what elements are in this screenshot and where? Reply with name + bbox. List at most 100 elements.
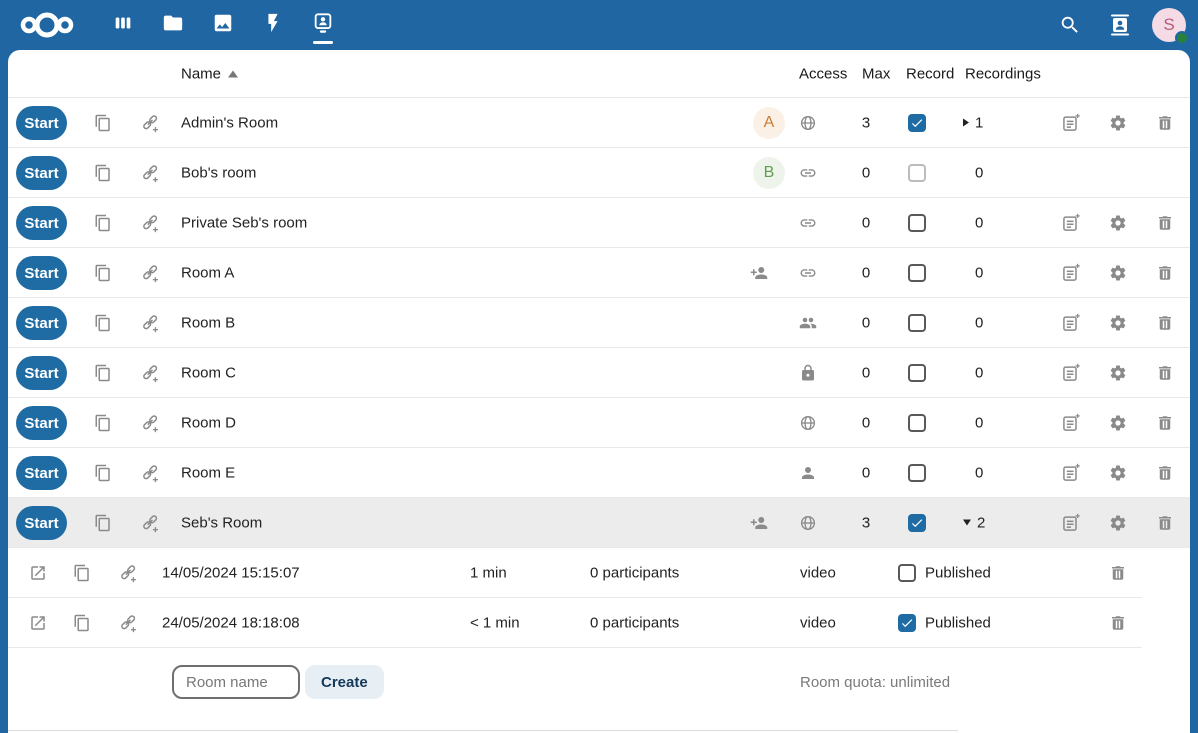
- published-checkbox[interactable]: [898, 563, 916, 582]
- record-checkbox[interactable]: [908, 313, 926, 332]
- room-name[interactable]: Room E: [181, 464, 236, 481]
- copy-icon[interactable]: [94, 364, 112, 382]
- record-checkbox[interactable]: [908, 413, 926, 432]
- record-checkbox[interactable]: [908, 363, 926, 382]
- edit-document-icon[interactable]: [1061, 213, 1081, 233]
- room-name[interactable]: Room A: [181, 264, 235, 281]
- copy-icon[interactable]: [94, 164, 112, 182]
- edit-document-icon[interactable]: [1061, 413, 1081, 433]
- delete-trash-icon[interactable]: [1156, 514, 1174, 532]
- nextcloud-logo[interactable]: [18, 4, 76, 46]
- edit-document-icon[interactable]: [1061, 363, 1081, 383]
- copy-icon[interactable]: [94, 214, 112, 232]
- room-name[interactable]: Room C: [181, 364, 237, 381]
- start-room-button[interactable]: Start: [16, 256, 67, 290]
- start-room-button[interactable]: Start: [16, 406, 67, 440]
- create-room-button[interactable]: Create: [305, 665, 384, 699]
- add-link-icon[interactable]: [118, 613, 138, 633]
- delete-trash-icon[interactable]: [1156, 414, 1174, 432]
- add-link-icon[interactable]: [118, 563, 138, 583]
- copy-icon[interactable]: [94, 314, 112, 332]
- delete-trash-icon[interactable]: [1156, 314, 1174, 332]
- start-room-button[interactable]: Start: [16, 456, 67, 490]
- edit-document-icon[interactable]: [1061, 113, 1081, 133]
- search-icon[interactable]: [1052, 7, 1088, 43]
- max-participants-value: 0: [861, 414, 871, 431]
- room-name-input[interactable]: [172, 665, 300, 699]
- settings-gear-icon[interactable]: [1109, 264, 1127, 282]
- room-name[interactable]: Room B: [181, 314, 236, 331]
- room-name[interactable]: Admin's Room: [181, 114, 279, 131]
- add-link-icon[interactable]: [140, 313, 160, 333]
- room-name[interactable]: Seb's Room: [181, 514, 263, 531]
- start-room-button[interactable]: Start: [16, 306, 67, 340]
- nav-item-files[interactable]: [148, 0, 198, 50]
- record-checkbox[interactable]: [908, 113, 926, 132]
- copy-icon[interactable]: [94, 514, 112, 532]
- triangle-right-icon: [963, 118, 969, 127]
- start-room-button[interactable]: Start: [16, 356, 67, 390]
- nav-item-activity[interactable]: [248, 0, 298, 50]
- copy-icon[interactable]: [94, 114, 112, 132]
- settings-gear-icon[interactable]: [1109, 114, 1127, 132]
- record-checkbox[interactable]: [908, 263, 926, 282]
- settings-gear-icon[interactable]: [1109, 464, 1127, 482]
- add-link-icon[interactable]: [140, 113, 160, 133]
- start-room-button[interactable]: Start: [16, 506, 67, 540]
- room-name[interactable]: Room D: [181, 414, 237, 431]
- delete-trash-icon[interactable]: [1156, 364, 1174, 382]
- delete-trash-icon[interactable]: [1156, 214, 1174, 232]
- delete-trash-icon[interactable]: [1156, 114, 1174, 132]
- delete-trash-icon[interactable]: [1156, 264, 1174, 282]
- settings-gear-icon[interactable]: [1109, 364, 1127, 382]
- add-link-icon[interactable]: [140, 163, 160, 183]
- settings-gear-icon[interactable]: [1109, 414, 1127, 432]
- add-link-icon[interactable]: [140, 513, 160, 533]
- copy-icon[interactable]: [94, 464, 112, 482]
- room-name[interactable]: Private Seb's room: [181, 214, 308, 231]
- settings-gear-icon[interactable]: [1109, 314, 1127, 332]
- recordings-expander[interactable]: 2: [963, 514, 985, 531]
- nav-item-photos[interactable]: [198, 0, 248, 50]
- settings-gear-icon[interactable]: [1109, 214, 1127, 232]
- globe-icon: [799, 514, 817, 532]
- copy-icon[interactable]: [94, 264, 112, 282]
- room-row: Start Room E 0 0: [8, 448, 1190, 498]
- contacts-icon[interactable]: [1102, 7, 1138, 43]
- edit-document-icon[interactable]: [1061, 513, 1081, 533]
- add-link-icon[interactable]: [140, 263, 160, 283]
- start-room-button[interactable]: Start: [16, 206, 67, 240]
- edit-document-icon[interactable]: [1061, 313, 1081, 333]
- record-checkbox[interactable]: [908, 213, 926, 232]
- recording-row: 24/05/2024 18:18:08 < 1 min 0 participants…: [8, 598, 1142, 648]
- settings-gear-icon[interactable]: [1109, 514, 1127, 532]
- edit-document-icon[interactable]: [1061, 263, 1081, 283]
- user-avatar[interactable]: S: [1152, 8, 1189, 45]
- open-external-icon[interactable]: [29, 614, 47, 632]
- start-room-button[interactable]: Start: [16, 106, 67, 140]
- nav-item-bbb[interactable]: [298, 0, 348, 50]
- delete-trash-icon[interactable]: [1109, 564, 1127, 582]
- published-checkbox[interactable]: [898, 613, 916, 632]
- delete-trash-icon[interactable]: [1156, 464, 1174, 482]
- add-link-icon[interactable]: [140, 213, 160, 233]
- open-external-icon[interactable]: [29, 564, 47, 582]
- column-header-name[interactable]: Name: [181, 65, 239, 82]
- record-checkbox[interactable]: [908, 513, 926, 532]
- copy-icon[interactable]: [73, 564, 91, 582]
- delete-trash-icon[interactable]: [1109, 614, 1127, 632]
- copy-icon[interactable]: [94, 414, 112, 432]
- edit-document-icon[interactable]: [1061, 463, 1081, 483]
- record-checkbox[interactable]: [908, 463, 926, 482]
- recordings-count: 0: [975, 414, 984, 431]
- recording-type: video: [800, 564, 836, 581]
- add-link-icon[interactable]: [140, 363, 160, 383]
- start-room-button[interactable]: Start: [16, 156, 67, 190]
- record-checkbox[interactable]: [908, 163, 926, 182]
- recordings-expander[interactable]: 1: [963, 114, 983, 131]
- copy-icon[interactable]: [73, 614, 91, 632]
- nav-item-dashboard[interactable]: [98, 0, 148, 50]
- add-link-icon[interactable]: [140, 413, 160, 433]
- add-link-icon[interactable]: [140, 463, 160, 483]
- room-name[interactable]: Bob's room: [181, 164, 257, 181]
